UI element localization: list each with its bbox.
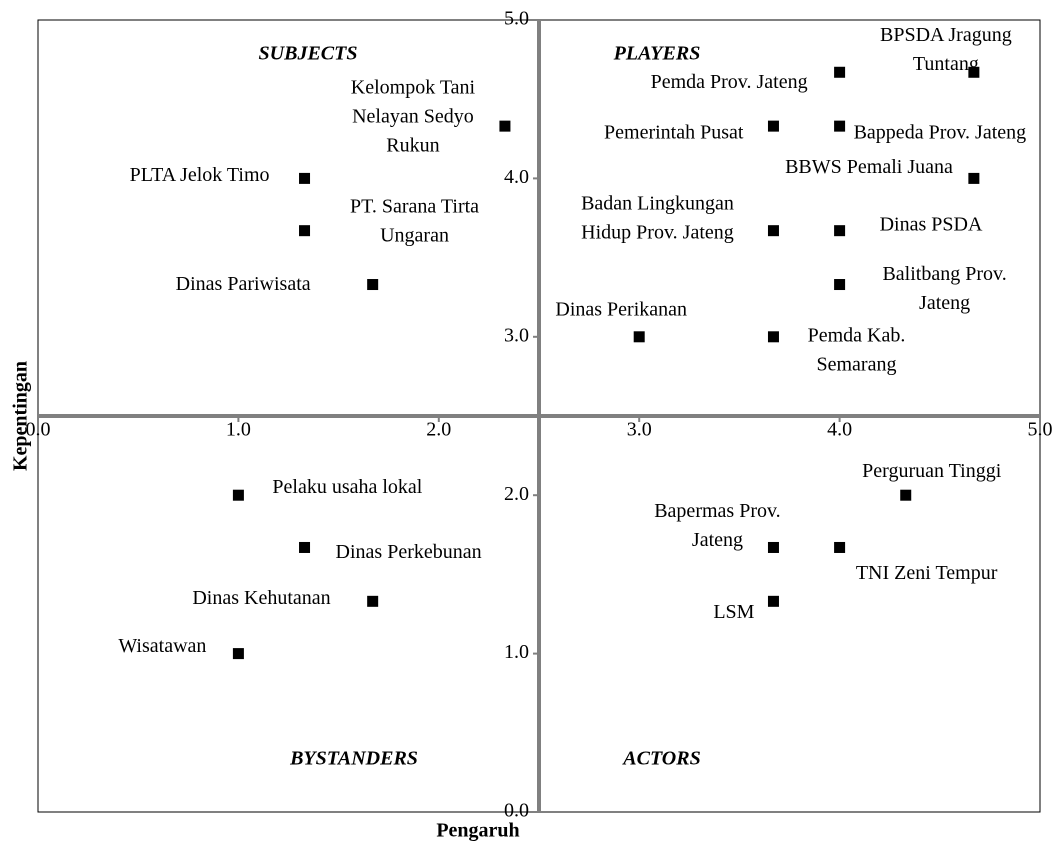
point-label: TNI Zeni Tempur	[856, 562, 998, 584]
point	[367, 595, 379, 607]
quadrant-label: SUBJECTS	[259, 43, 358, 65]
point-label: Kelompok Tani	[351, 77, 476, 99]
point-label: Semarang	[816, 353, 896, 375]
x-tick-label: 0.0	[26, 419, 51, 441]
point-label: Hidup Prov. Jateng	[581, 221, 734, 243]
x-tick-label: 1.0	[226, 419, 251, 441]
point	[767, 595, 779, 607]
y-axis-title: Kepentingan	[10, 361, 32, 471]
point	[900, 489, 912, 501]
point-label: Ungaran	[380, 224, 449, 246]
point-label: Bapermas Prov.	[654, 500, 780, 522]
point-label: Perguruan Tinggi	[862, 460, 1002, 482]
point-label: PT. Sarana Tirta	[350, 195, 479, 217]
y-tick-label: 3.0	[504, 324, 529, 346]
point-label: Jateng	[692, 529, 743, 551]
y-tick-label: 1.0	[504, 641, 529, 663]
quadrant-label: ACTORS	[621, 748, 700, 770]
point-label: Bappeda Prov. Jateng	[854, 122, 1027, 144]
point-label: Jateng	[919, 292, 970, 314]
point	[299, 172, 311, 184]
point-label: Dinas PSDA	[880, 213, 983, 235]
point	[232, 648, 244, 660]
point-label: Tuntang	[913, 53, 979, 75]
point-label: Balitbang Prov.	[882, 263, 1006, 285]
point	[834, 120, 846, 132]
point	[367, 279, 379, 291]
point	[499, 120, 511, 132]
point	[968, 172, 980, 184]
point-label: Wisatawan	[118, 635, 206, 657]
point	[299, 541, 311, 553]
point	[767, 331, 779, 343]
quadrant-label: PLAYERS	[613, 43, 701, 65]
point-label: Pemerintah Pusat	[604, 122, 744, 144]
x-tick-label: 4.0	[827, 419, 852, 441]
point-label: Dinas Pariwisata	[176, 273, 311, 295]
point	[834, 541, 846, 553]
x-tick-label: 2.0	[426, 419, 451, 441]
point-label: BBWS Pemali Juana	[785, 156, 953, 178]
point-label: PLTA Jelok Timo	[130, 164, 270, 186]
point	[834, 225, 846, 237]
point	[968, 66, 980, 78]
point	[834, 66, 846, 78]
quadrant-label: BYSTANDERS	[289, 748, 418, 770]
x-axis-title: Pengaruh	[436, 820, 519, 842]
point	[834, 279, 846, 291]
x-tick-label: 3.0	[627, 419, 652, 441]
point-label: LSM	[713, 601, 754, 623]
point-label: Pelaku usaha lokal	[272, 476, 422, 498]
y-tick-label: 4.0	[504, 166, 529, 188]
point-label: Rukun	[386, 135, 439, 157]
y-tick-label: 5.0	[504, 8, 529, 30]
point-label: Dinas Perikanan	[555, 298, 687, 320]
point	[633, 331, 645, 343]
point-label: Pemda Kab.	[808, 324, 906, 346]
point	[767, 120, 779, 132]
point-label: BPSDA Jragung	[880, 24, 1012, 46]
point-label: Dinas Kehutanan	[192, 587, 330, 609]
point	[232, 489, 244, 501]
point-label: Dinas Perkebunan	[336, 541, 482, 563]
point-label: Pemda Prov. Jateng	[651, 71, 808, 93]
point	[299, 225, 311, 237]
point	[767, 541, 779, 553]
point	[767, 225, 779, 237]
point-label: Badan Lingkungan	[581, 192, 734, 214]
x-tick-label: 5.0	[1028, 419, 1053, 441]
y-tick-label: 0.0	[504, 800, 529, 822]
point-label: Nelayan Sedyo	[352, 106, 474, 128]
y-tick-label: 2.0	[504, 483, 529, 505]
